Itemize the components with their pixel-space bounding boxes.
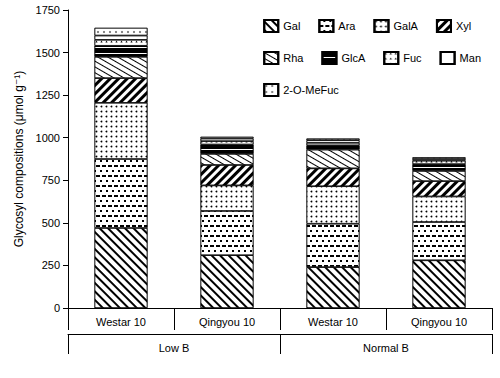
svg-text:GlcA: GlcA [341, 52, 366, 64]
svg-text:Glycosyl compositions (μmol g⁻: Glycosyl compositions (μmol g⁻¹) [12, 71, 26, 248]
svg-text:Fuc: Fuc [403, 52, 422, 64]
svg-text:750: 750 [42, 174, 60, 186]
svg-text:250: 250 [42, 259, 60, 271]
svg-text:1250: 1250 [36, 89, 60, 101]
svg-text:Man: Man [460, 52, 481, 64]
svg-text:GalA: GalA [393, 20, 418, 32]
svg-text:2-O-MeFuc: 2-O-MeFuc [283, 84, 339, 96]
svg-text:1750: 1750 [36, 4, 60, 16]
svg-text:Low B: Low B [159, 342, 190, 354]
svg-text:1500: 1500 [36, 47, 60, 59]
svg-text:Xyl: Xyl [456, 20, 471, 32]
svg-text:Qingyou 10: Qingyou 10 [411, 316, 467, 328]
svg-text:Normal B: Normal B [363, 342, 409, 354]
svg-text:Qingyou 10: Qingyou 10 [199, 316, 255, 328]
svg-text:Gal: Gal [283, 20, 300, 32]
svg-text:Westar 10: Westar 10 [96, 316, 146, 328]
svg-text:Ara: Ara [338, 20, 356, 32]
svg-text:Westar 10: Westar 10 [308, 316, 358, 328]
svg-text:1000: 1000 [36, 132, 60, 144]
svg-text:Rha: Rha [283, 52, 304, 64]
svg-text:500: 500 [42, 217, 60, 229]
svg-text:0: 0 [54, 302, 60, 314]
